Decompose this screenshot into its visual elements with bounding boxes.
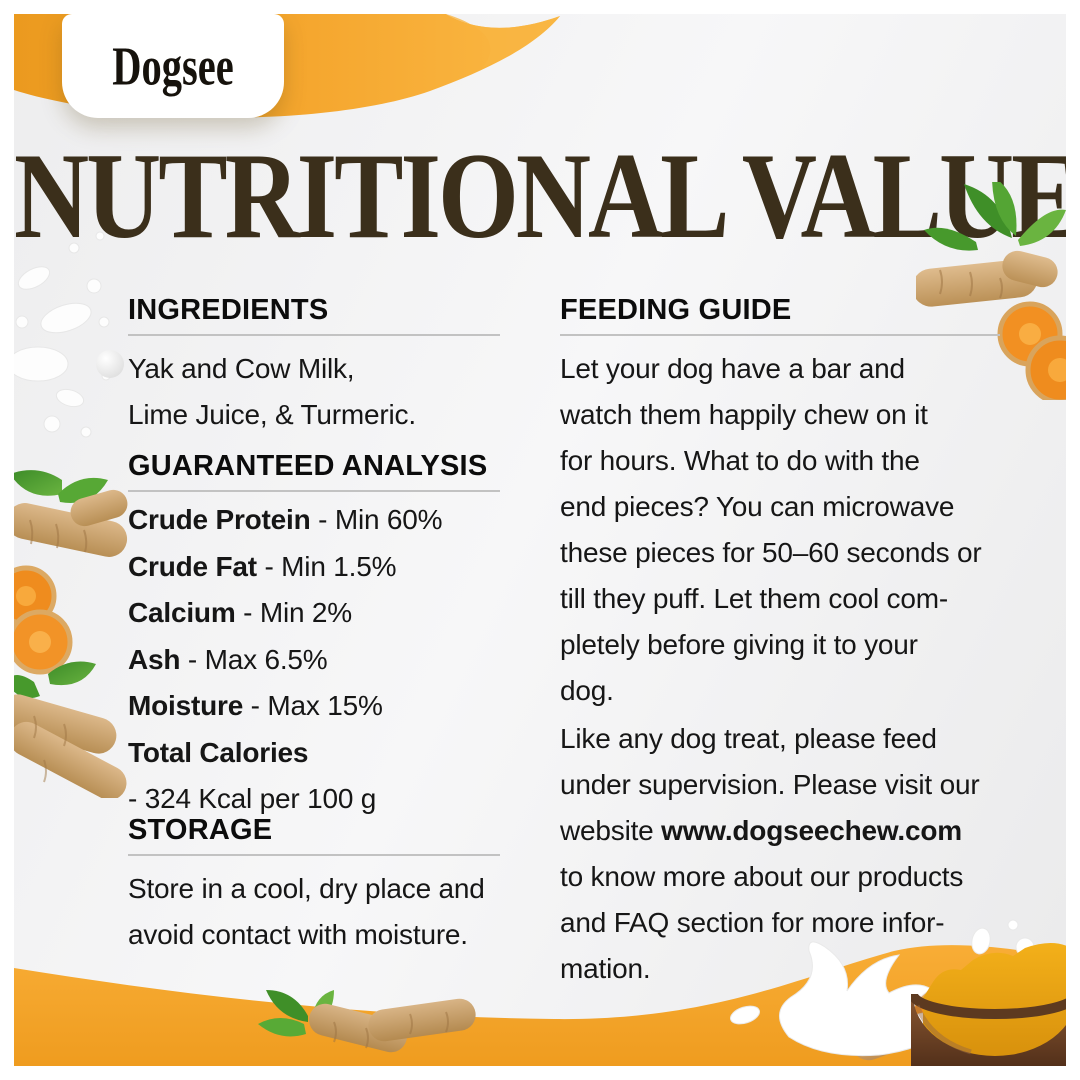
feeding-line: till they puff. Let them cool com- bbox=[560, 583, 948, 614]
feeding-line: for hours. What to do with the bbox=[560, 445, 920, 476]
feeding-line: dog. bbox=[560, 675, 614, 706]
storage-line: Store in a cool, dry place and bbox=[128, 873, 485, 904]
storage-section: STORAGE Store in a cool, dry place and a… bbox=[128, 812, 500, 958]
analysis-row: Crude Protein - Min 60% bbox=[128, 504, 443, 535]
feeding-paragraph-1: Let your dog have a bar and watch them h… bbox=[560, 346, 1000, 714]
feeding-line: watch them happily chew on it bbox=[560, 399, 928, 430]
analysis-row: Ash - Max 6.5% bbox=[128, 643, 328, 675]
milk-splash-top-left-image bbox=[14, 231, 111, 438]
page-title: NUTRITIONAL VALUE bbox=[14, 128, 1066, 265]
feeding-line: under supervision. Please visit our bbox=[560, 769, 980, 800]
turmeric-cluster-bottom-center-image bbox=[258, 990, 476, 1053]
analysis-divider bbox=[128, 490, 500, 492]
feeding-paragraph-2: Like any dog treat, please feed under su… bbox=[560, 716, 1000, 992]
feeding-line: Let your dog have a bar and bbox=[560, 353, 905, 384]
poster-card: Dogsee NUTRITIONAL VALUE bbox=[14, 14, 1066, 1066]
feeding-line: end pieces? You can microwave bbox=[560, 491, 955, 522]
analysis-heading: GUARANTEED ANALYSIS bbox=[128, 450, 488, 482]
feeding-line: and FAQ section for more infor- bbox=[560, 907, 945, 938]
storage-line: avoid contact with moisture. bbox=[128, 919, 468, 950]
analysis-row: Crude Fat - Min 1.5% bbox=[128, 550, 397, 582]
feeding-line: Like any dog treat, please feed bbox=[560, 723, 937, 754]
turmeric-powder-bowl-image bbox=[911, 943, 1066, 1066]
feeding-line: to know more about our products bbox=[560, 861, 964, 892]
feeding-guide-section: FEEDING GUIDE Let your dog have a bar an… bbox=[560, 292, 1000, 992]
ingredients-heading: INGREDIENTS bbox=[128, 294, 329, 326]
storage-divider bbox=[128, 854, 500, 856]
ingredients-line: Lime Juice, & Turmeric. bbox=[128, 399, 416, 430]
feeding-line: pletely before giving it to your bbox=[560, 629, 918, 660]
analysis-row: Moisture - Max 15% bbox=[128, 690, 383, 721]
ingredients-line: Yak and Cow Milk, bbox=[128, 353, 355, 384]
feeding-line: these pieces for 50–60 seconds or bbox=[560, 537, 982, 568]
analysis-row: Calcium - Min 2% bbox=[128, 597, 352, 628]
guaranteed-analysis-section: GUARANTEED ANALYSIS Crude Protein - Min … bbox=[128, 448, 500, 823]
ingredients-section: INGREDIENTS Yak and Cow Milk, Lime Juice… bbox=[128, 292, 500, 438]
brand-logo: Dogsee bbox=[112, 35, 234, 97]
feeding-line: mation. bbox=[560, 953, 651, 984]
analysis-row: Total Calories bbox=[128, 736, 309, 768]
ingredients-divider bbox=[128, 334, 500, 336]
feeding-line: website www.dogseechew.com bbox=[560, 815, 962, 846]
website-url: www.dogseechew.com bbox=[661, 815, 962, 846]
feeding-guide-heading: FEEDING GUIDE bbox=[560, 294, 792, 326]
turmeric-cluster-top-right-image bbox=[916, 182, 1066, 400]
feeding-guide-divider bbox=[560, 334, 1000, 336]
milk-drop-dot-image bbox=[96, 350, 124, 378]
analysis-rows: Crude Protein - Min 60% Crude Fat - Min … bbox=[128, 497, 500, 823]
turmeric-cluster-left-image bbox=[14, 470, 128, 798]
storage-heading: STORAGE bbox=[128, 814, 273, 846]
brand-logo-card: Dogsee bbox=[62, 14, 284, 118]
analysis-row: - 324 Kcal per 100 g bbox=[128, 783, 377, 814]
